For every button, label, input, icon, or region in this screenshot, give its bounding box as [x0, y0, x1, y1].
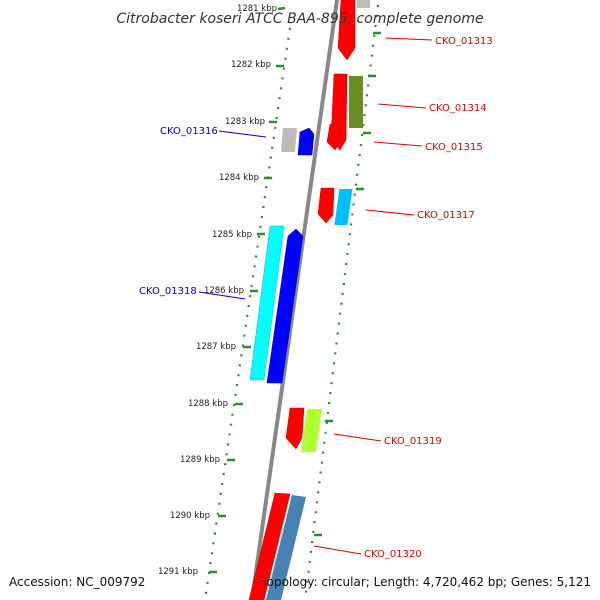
- gene-label-cko01319[interactable]: CKO_01319: [384, 436, 442, 447]
- gene-label-cko01315[interactable]: CKO_01315: [425, 142, 483, 153]
- gene-arrow-cko01319[interactable]: [285, 407, 305, 450]
- ruler-tick-label: 1281 kbp: [237, 4, 277, 14]
- ruler-tick: [277, 6, 286, 11]
- inner-dotted-ring: [203, 27, 292, 600]
- gene-arrow-cko01318[interactable]: [266, 228, 304, 384]
- ruler-tick-label: 1287 kbp: [196, 342, 236, 352]
- gene-label-cko01317[interactable]: CKO_01317: [417, 210, 475, 221]
- gene-arrow-cko01315[interactable]: [326, 123, 342, 151]
- gene-arrow-cko01316[interactable]: [297, 127, 315, 156]
- reverse-strand-features: [249, 127, 315, 384]
- gene-label-cko01314[interactable]: CKO_01314: [429, 103, 487, 114]
- callout-line: [313, 545, 362, 555]
- map-title: Citrobacter koseri ATCC BAA-895, complet…: [116, 11, 483, 27]
- callout-line: [373, 141, 423, 147]
- genome-summary-text: Topology: circular; Length: 4,720,462 bp…: [260, 575, 591, 589]
- gene-labels: CKO_01313 CKO_01314 CKO_01315 CKO_01316 …: [139, 36, 493, 560]
- gene-label-cko01318[interactable]: CKO_01318: [139, 286, 197, 297]
- ruler-ticks: [209, 6, 381, 574]
- forward-strand-features: [248, 0, 370, 600]
- ruler-tick-label: 1284 kbp: [219, 173, 259, 183]
- feature-box-skyblue[interactable]: [334, 189, 353, 225]
- callout-line: [377, 103, 427, 109]
- ruler-tick-label: 1290 kbp: [170, 511, 210, 521]
- feature-box-lime[interactable]: [301, 409, 322, 452]
- gene-arrow-cko01316-grey[interactable]: [281, 128, 297, 152]
- feature-box-steelblue[interactable]: [266, 495, 306, 600]
- callout-line: [365, 209, 415, 216]
- ruler-labels: 1281 kbp 1282 kbp 1283 kbp 1284 kbp 1285…: [158, 4, 277, 577]
- ruler-tick-label: 1282 kbp: [231, 60, 271, 70]
- ruler-tick-label: 1291 kbp: [158, 567, 198, 577]
- ruler-tick-label: 1285 kbp: [212, 230, 252, 240]
- gene-arrow-cko01320[interactable]: [248, 492, 291, 600]
- genome-backbone: [250, 0, 339, 600]
- ruler-tick-label: 1288 kbp: [188, 399, 228, 409]
- gene-arrow-cko01313[interactable]: [337, 0, 356, 61]
- gene-arrow-cko01317[interactable]: [317, 187, 335, 224]
- callout-line: [385, 37, 433, 41]
- gene-arrow-cko01318-cyan[interactable]: [249, 225, 285, 381]
- feature-box-olive[interactable]: [349, 76, 363, 128]
- gene-label-cko01316[interactable]: CKO_01316: [160, 126, 218, 137]
- callout-line: [333, 433, 382, 442]
- ring-guides: [203, 4, 380, 600]
- gene-label-cko01313[interactable]: CKO_01313: [435, 36, 493, 47]
- feature-box-grey-top[interactable]: [357, 0, 370, 8]
- accession-text: Accession: NC_009792: [9, 575, 145, 589]
- callout-line: [218, 130, 267, 138]
- ruler-tick-label: 1289 kbp: [180, 455, 220, 465]
- callout-line: [198, 291, 246, 300]
- ruler-tick-label: 1286 kbp: [204, 286, 244, 296]
- ruler-tick-label: 1283 kbp: [225, 117, 265, 127]
- callout-lines: [198, 37, 433, 555]
- gene-label-cko01320[interactable]: CKO_01320: [364, 549, 422, 560]
